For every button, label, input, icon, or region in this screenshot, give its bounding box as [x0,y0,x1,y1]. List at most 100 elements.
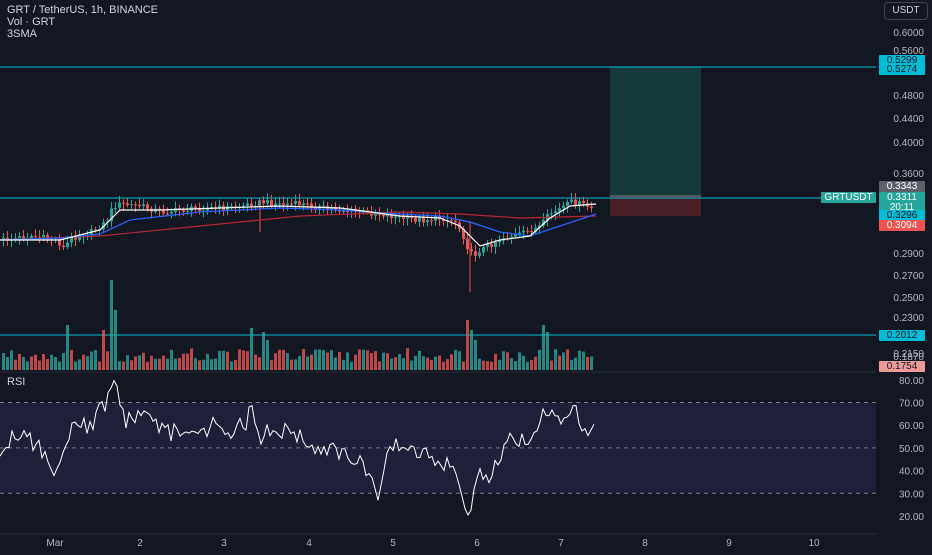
symbol-tag-bg [821,192,876,203]
volume-bar [470,330,473,370]
candle-body [38,236,41,238]
volume-bar [294,359,297,370]
volume-bar [266,340,269,370]
volume-bar [514,361,517,370]
price-axis[interactable]: 0.6000 0.5600 0.4800 0.4400 0.4000 0.3600 0.29… [821,0,932,550]
volume-bars [2,280,593,370]
volume-bar [566,349,569,370]
candle-body [250,203,253,207]
volume-bar [202,359,205,370]
volume-bar [510,358,513,370]
volume-bar [222,350,225,370]
volume-bar [366,350,369,370]
candle-body [182,210,185,212]
rsi-tick-label: 80.00 [899,376,924,387]
volume-bar [110,280,113,370]
candle-body [318,206,321,210]
badge-support: 0.2012 [879,330,925,341]
candle-body [194,206,197,209]
rsi-legend[interactable]: RSI [7,376,26,388]
price-tick-label: 0.2150 [893,349,924,360]
badge-red-stop: 0.3094 [879,220,925,231]
volume-bar [78,359,81,370]
time-axis[interactable]: Mar 2 3 4 5 6 7 8 9 10 [0,533,876,549]
time-tick-label: 9 [726,538,732,549]
volume-bar [458,351,461,370]
volume-bar [14,359,17,370]
volume-bar [142,352,145,370]
sma-legend[interactable]: 3SMA [7,28,37,40]
volume-bar [130,360,133,370]
volume-bar [118,361,121,370]
volume-bar [338,352,341,370]
candle-body [278,203,281,205]
candle-body [306,203,309,205]
badge-red-stop-bg [879,220,925,231]
volume-bar [258,357,261,370]
volume-bar [306,356,309,370]
volume-bar [330,350,333,370]
time-tick-label: 3 [221,538,227,549]
candle-body [270,200,273,206]
badge-upper-1: 0.5299 [879,55,925,66]
volume-bar [350,361,353,370]
badge-upper-1-bg [879,55,925,66]
symbol-title[interactable]: GRT / TetherUS, 1h, BINANCE [7,4,159,16]
volume-bar [122,361,125,370]
volume-bar [174,358,177,370]
candle-body [578,200,581,206]
volume-bar [262,332,265,370]
volume-bar [46,359,49,370]
volume-bar [190,348,193,370]
badge-support-bg [879,330,925,341]
rsi-line [0,379,595,516]
candle-body [142,204,145,207]
candle-body [482,246,485,253]
candle-body [78,236,81,240]
candle-body [530,230,533,233]
rsi-tick-label: 70.00 [899,399,924,410]
volume-bar [230,361,233,370]
sma-long-line [0,211,597,241]
volume-bar [486,361,489,370]
badge-upper-2: 0.5274 [879,64,925,75]
candle-body [30,236,33,239]
candle-body [218,205,221,208]
candle-body [170,211,173,214]
candle-body [66,242,69,248]
volume-bar [390,358,393,370]
candle-body [342,210,345,212]
candle-body [386,214,389,217]
volume-bar [498,359,501,370]
candle-body [162,209,165,214]
currency-button[interactable]: USDT [884,2,928,20]
badge-red-stop-text: 0.3094 [887,220,918,231]
volume-bar [398,354,401,370]
time-tick-label: 10 [808,538,820,549]
volume-bar [86,356,89,370]
rsi-tick-label: 30.00 [899,489,924,500]
volume-bar [282,349,285,370]
candle-body [286,203,289,205]
price-tick-label: 0.4800 [893,91,924,102]
candle-body [94,229,97,231]
badge-vol: 0.1754 [879,361,925,372]
volume-legend[interactable]: Vol · GRT [7,16,56,28]
volume-bar [358,349,361,370]
volume-bar [18,353,21,370]
volume-bar [286,353,289,370]
candle-body [490,243,493,247]
badge-support-text: 0.2012 [887,330,918,341]
volume-bar [410,360,413,370]
candle-body [430,220,433,222]
volume-bar [334,357,337,370]
volume-bar [342,359,345,370]
horizontal-lines[interactable] [0,66,876,336]
symbol-tag: GRTUSDT [821,192,876,203]
candle-body [498,240,501,243]
badge-gray: 0.3343 [879,181,925,192]
volume-bar [126,355,129,370]
volume-bar [66,325,69,370]
volume-bar [42,353,45,370]
